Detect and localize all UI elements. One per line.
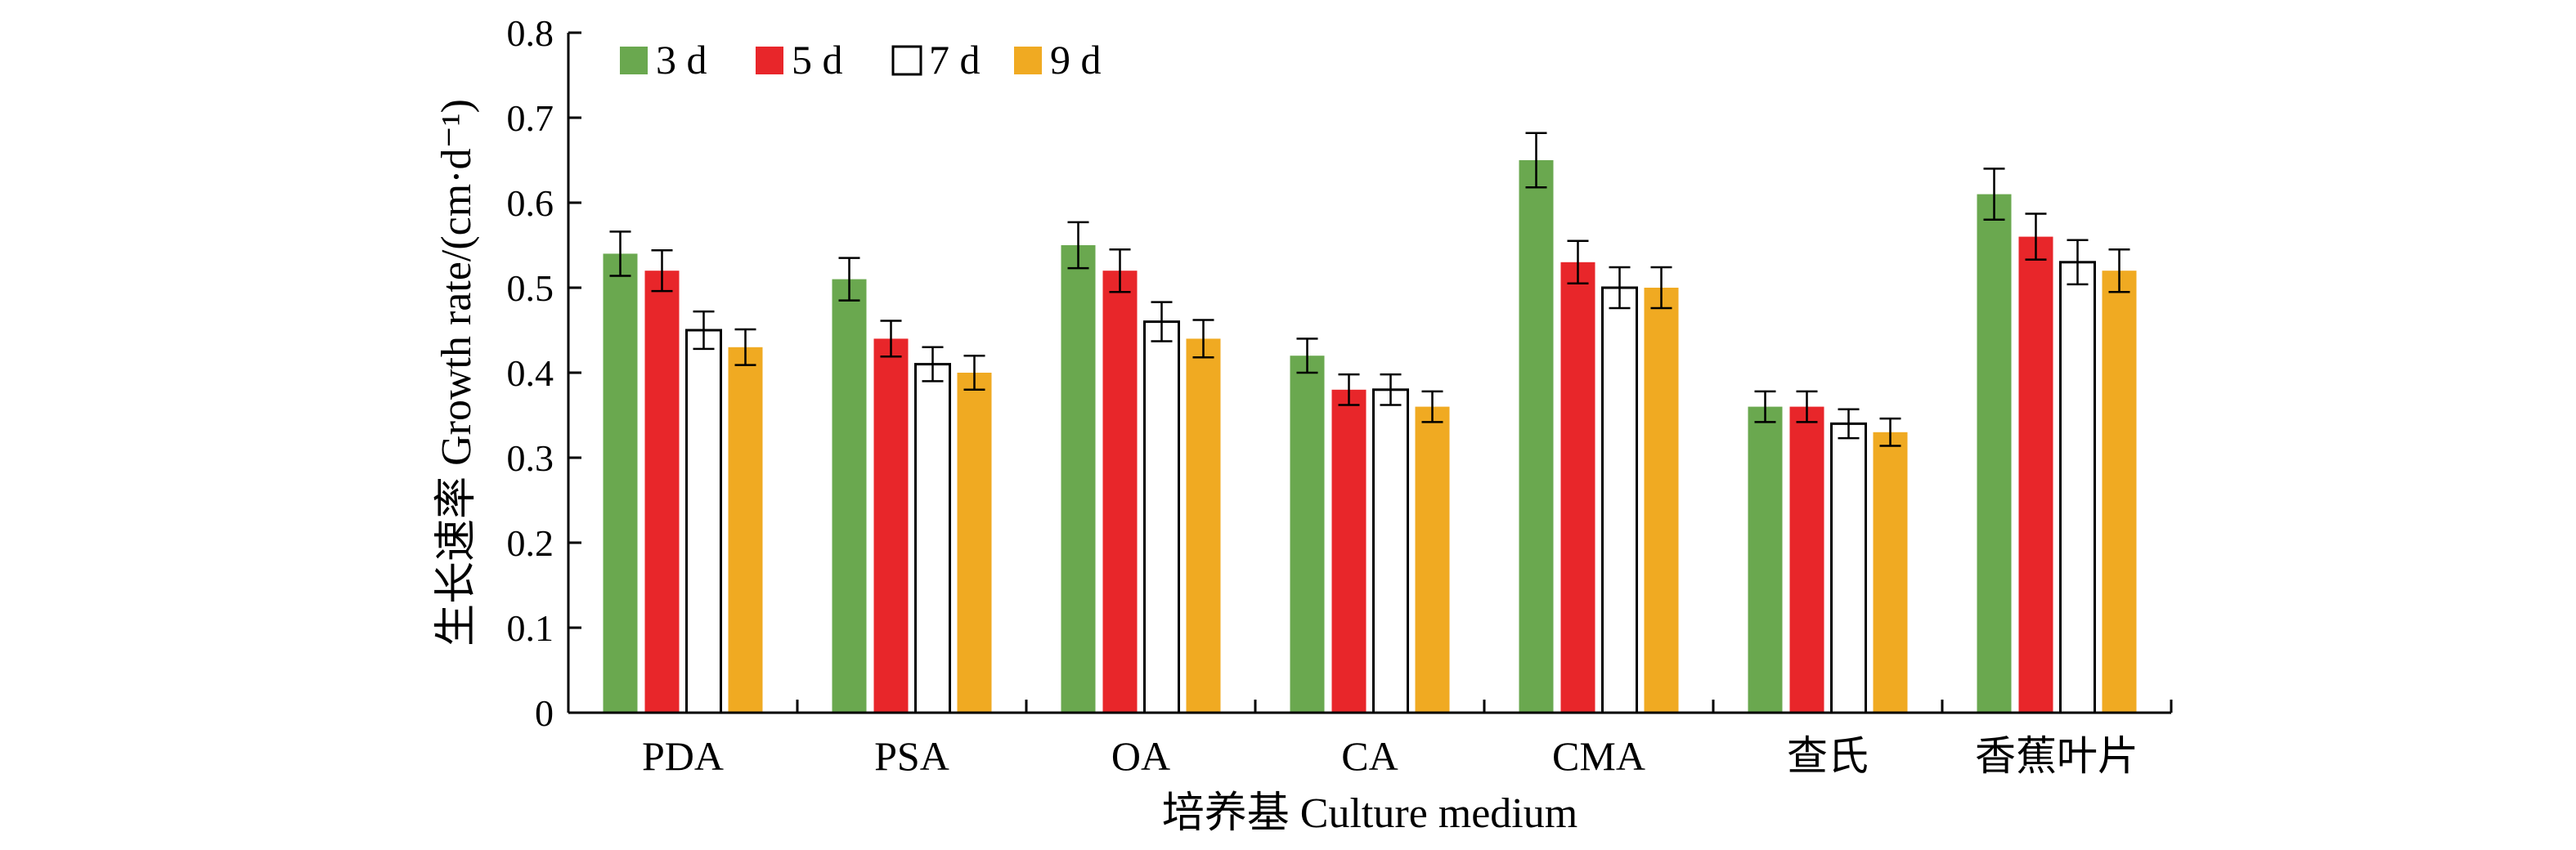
- bar: [1415, 406, 1450, 713]
- category-labels: PDA PSA OA CA CMA 查氏 香蕉叶片: [642, 733, 2138, 779]
- bar: [1873, 432, 1908, 713]
- bar: [1143, 320, 1180, 714]
- category-label: PDA: [642, 733, 724, 779]
- x-axis-ticks: [567, 700, 2173, 713]
- y-axis-title: 生长速率 Growth rate/(cm·d⁻¹): [433, 99, 480, 646]
- bar: [873, 338, 909, 713]
- bar-series-group: [603, 132, 2137, 714]
- legend-swatch: [620, 47, 648, 74]
- bar: [728, 347, 763, 713]
- bar: [914, 363, 951, 714]
- bar: [2018, 236, 2053, 714]
- bar: [1372, 388, 1409, 714]
- y-tick-label: 0.3: [507, 437, 554, 479]
- legend-label: 7 d: [929, 37, 981, 83]
- bar: [1102, 271, 1138, 713]
- legend-swatch: [756, 47, 783, 74]
- bar: [1061, 245, 1096, 713]
- category-label: CA: [1341, 733, 1398, 779]
- bar: [1748, 406, 1783, 713]
- bar: [832, 279, 867, 714]
- bar: [1560, 262, 1595, 713]
- bar: [1644, 288, 1679, 713]
- y-tick-label: 0.4: [507, 352, 554, 394]
- bar: [2102, 271, 2137, 713]
- category-label: 香蕉叶片: [1975, 733, 2138, 779]
- bar: [1519, 160, 1554, 713]
- y-tick-label: 0.5: [507, 267, 554, 309]
- bar: [1331, 389, 1367, 713]
- y-tick-label: 0.2: [507, 522, 554, 564]
- y-tick-label: 0.8: [507, 12, 554, 54]
- y-tick-label: 0.1: [507, 607, 554, 649]
- y-tick-label: 0.7: [507, 97, 554, 139]
- bar: [685, 329, 722, 714]
- legend-label: 5 d: [792, 37, 843, 83]
- bar: [1186, 338, 1221, 713]
- bar: [1789, 406, 1824, 713]
- bar: [644, 271, 680, 713]
- y-tick-label: 0.6: [507, 182, 554, 224]
- y-axis-ticks: 0 0.1 0.2 0.3 0.4 0.5 0.6 0.7 0.8: [507, 12, 581, 734]
- category-label: PSA: [874, 733, 949, 779]
- bar: [957, 373, 992, 713]
- bar: [1601, 286, 1638, 714]
- legend-label: 9 d: [1050, 37, 1102, 83]
- category-label: CMA: [1552, 733, 1645, 779]
- category-label: 查氏: [1787, 733, 1869, 779]
- bar: [1290, 356, 1325, 713]
- y-tick-label: 0: [535, 692, 554, 734]
- legend-swatch: [1014, 47, 1042, 74]
- legend: 3 d 5 d 7 d 9 d: [620, 37, 1102, 83]
- x-axis-title: 培养基 Culture medium: [1162, 790, 1577, 837]
- legend-swatch: [891, 45, 922, 76]
- legend-label: 3 d: [656, 37, 707, 83]
- bar: [1977, 194, 2012, 714]
- bar: [2059, 261, 2096, 714]
- bar: [603, 253, 638, 713]
- category-label: OA: [1111, 733, 1170, 779]
- bar: [1830, 422, 1867, 714]
